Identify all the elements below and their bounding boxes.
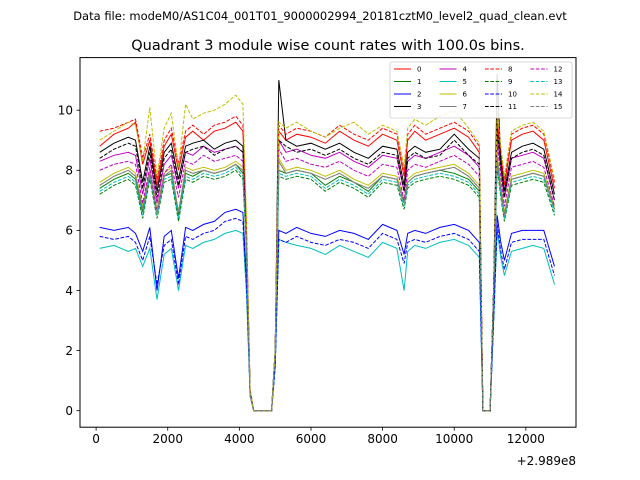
series-line-9: [99, 167, 555, 412]
legend-label-12: 12: [554, 66, 563, 74]
legend-label-6: 6: [463, 91, 468, 99]
x-tick-label: 0: [92, 432, 100, 446]
x-tick-label: 2000: [152, 432, 183, 446]
legend-label-9: 9: [508, 78, 512, 86]
x-tick-label: 8000: [367, 432, 398, 446]
y-tick-label: 2: [65, 344, 73, 358]
legend-label-2: 2: [417, 91, 421, 99]
legend-label-11: 11: [508, 103, 517, 111]
plot-area: [80, 57, 576, 428]
y-tick-label: 6: [65, 224, 73, 238]
y-tick-label: 4: [65, 284, 73, 298]
x-tick-label: 12000: [507, 432, 545, 446]
x-tick-label: 4000: [224, 432, 255, 446]
y-tick-label: 0: [65, 404, 73, 418]
legend-label-14: 14: [554, 91, 563, 99]
x-axis: 0 2000 4000 6000 8000 10000 12000: [92, 427, 545, 446]
plot-frame: [79, 57, 577, 428]
suptitle: Data file: modeM0/AS1C04_001T01_90000029…: [73, 9, 567, 23]
series-layer: [99, 74, 555, 412]
series-line-15: [99, 158, 555, 412]
legend-label-8: 8: [508, 66, 512, 74]
legend-label-7: 7: [463, 103, 467, 111]
legend-label-0: 0: [417, 66, 421, 74]
y-tick-label: 10: [58, 103, 73, 117]
legend-label-10: 10: [508, 91, 517, 99]
x-tick-label: 6000: [296, 432, 327, 446]
legend-label-5: 5: [463, 78, 467, 86]
legend-label-15: 15: [554, 103, 563, 111]
legend-label-1: 1: [417, 78, 421, 86]
x-offset-label: +2.989e8: [517, 454, 576, 468]
legend-label-3: 3: [417, 103, 421, 111]
legend-label-4: 4: [463, 66, 468, 74]
legend-box: [389, 61, 573, 119]
series-line-11: [99, 128, 555, 412]
y-tick-label: 8: [65, 164, 73, 178]
y-axis: 0 2 4 6 8 10: [58, 103, 80, 418]
x-tick-label: 10000: [435, 432, 473, 446]
chart-title: Quadrant 3 module wise count rates with …: [131, 38, 525, 54]
legend-label-13: 13: [554, 78, 563, 86]
